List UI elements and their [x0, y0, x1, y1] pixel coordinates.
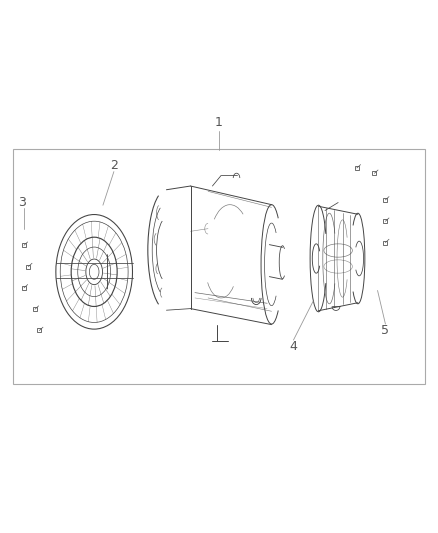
Text: 1: 1 [215, 116, 223, 129]
Text: 3: 3 [18, 196, 26, 209]
Text: 2: 2 [110, 159, 118, 172]
Bar [13, 149, 425, 384]
Text: 4: 4 [290, 340, 297, 353]
Text: 5: 5 [381, 324, 389, 337]
